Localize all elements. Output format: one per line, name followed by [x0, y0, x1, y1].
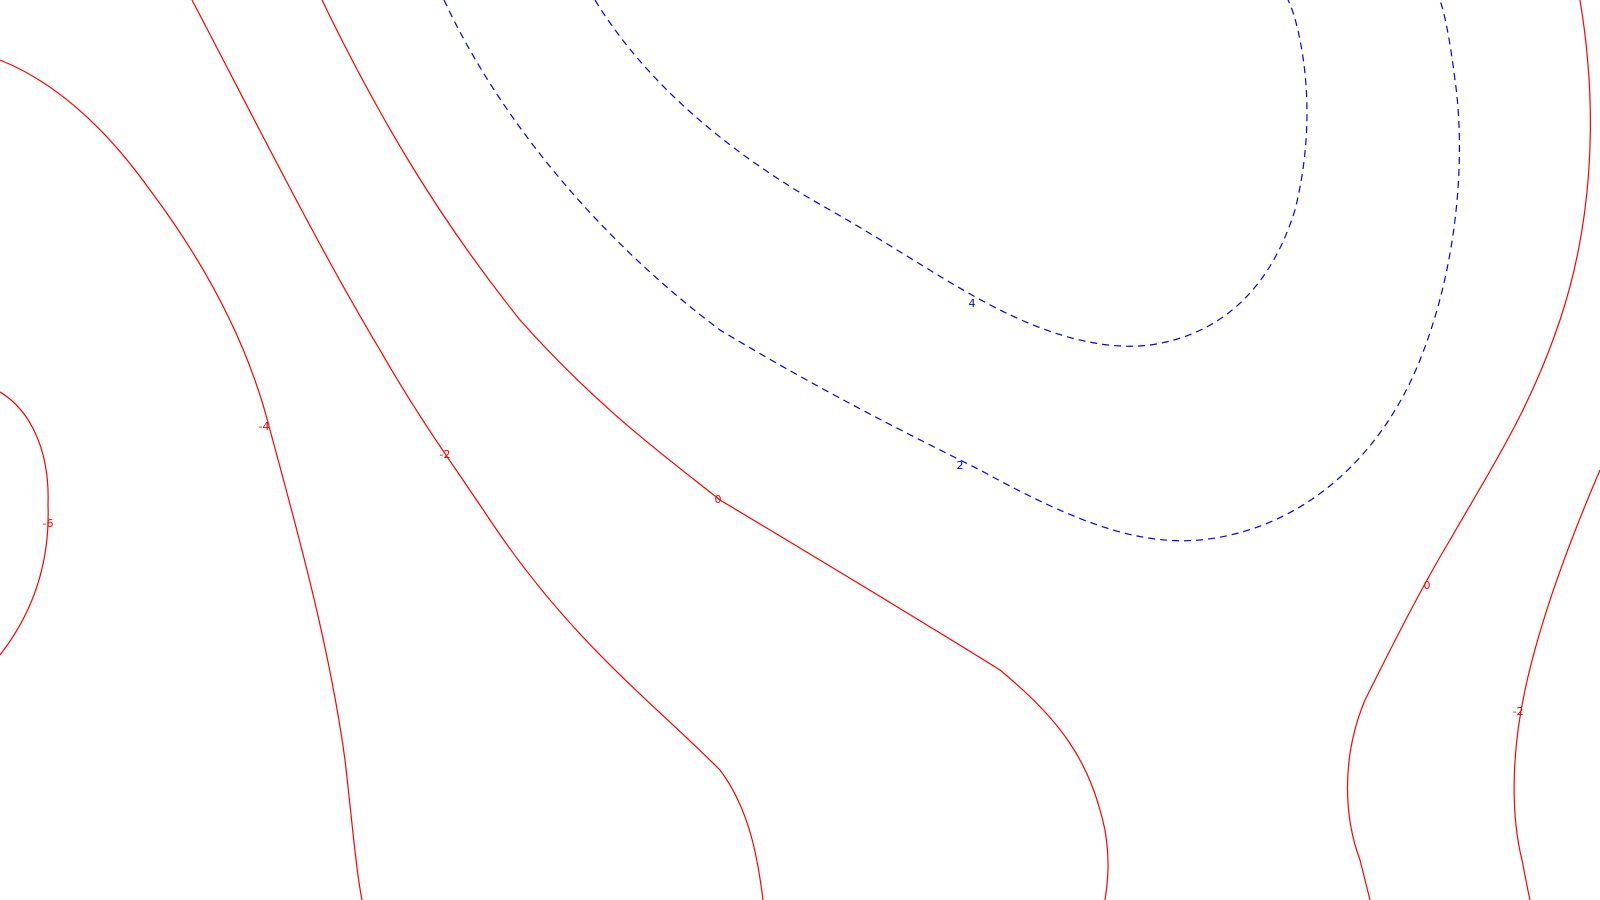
- contour-line-pos2: [443, 0, 1461, 542]
- contour-label-neg2-left: -2: [440, 448, 451, 461]
- contour-label-neg6: -6: [43, 517, 54, 530]
- contour-label-neg2-right: -2: [1513, 705, 1524, 718]
- contour-label-neg4: -4: [259, 420, 270, 433]
- contour-labels: -6 -4 -2 0 2 4 0 -2: [43, 297, 1524, 718]
- contour-label-pos4: 4: [969, 297, 976, 310]
- contour-line-zero-center: [321, 0, 1109, 900]
- contour-line-pos4: [594, 0, 1308, 347]
- contour-label-zero-right: 0: [1424, 579, 1431, 592]
- contour-line-zero-right: [1346, 0, 1591, 900]
- contour-label-zero-center: 0: [715, 493, 722, 506]
- contour-line-neg2-right: [1513, 469, 1600, 900]
- contour-label-pos2: 2: [957, 459, 964, 472]
- contour-line-neg2-left: [191, 0, 764, 900]
- contour-line-neg4: [0, 59, 363, 900]
- contour-line-neg6: [0, 391, 49, 656]
